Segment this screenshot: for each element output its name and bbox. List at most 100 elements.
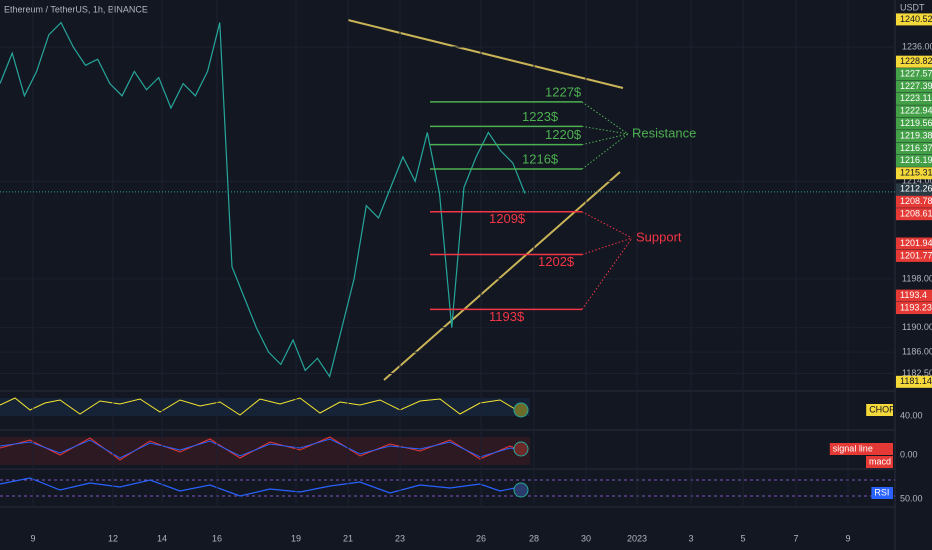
- price-tag: [896, 195, 932, 208]
- indicator-level: 0.00: [900, 449, 918, 459]
- x-tick-label: 28: [529, 533, 539, 543]
- chop-line: [0, 397, 521, 416]
- trendline-upper: [347, 19, 624, 89]
- x-tick-label: 19: [291, 533, 301, 543]
- price-tag-label: 1201.94: [900, 238, 932, 248]
- price-tag-label: 1208.78: [900, 196, 932, 206]
- price-tag: [896, 68, 932, 81]
- support-label: Support: [636, 229, 682, 244]
- price-tag: [896, 13, 932, 26]
- marker: [513, 482, 529, 498]
- indicator-tag: [866, 404, 893, 416]
- marker: [513, 441, 529, 457]
- level-label: 1209$: [489, 211, 526, 226]
- indicator-tag: [871, 487, 893, 499]
- x-tick-label: 9: [845, 533, 850, 543]
- price-tag: [896, 80, 932, 93]
- y-tick-label: 1186.00: [902, 347, 932, 357]
- resistance-label: Resistance: [632, 125, 696, 140]
- level-connector: [581, 211, 633, 239]
- y-tick-label: 1214.00: [902, 176, 932, 186]
- price-tag-label: 1240.52: [900, 14, 932, 24]
- price-tag-label: 1227.39: [900, 81, 932, 91]
- price-tag: [896, 375, 932, 388]
- price-tag-label: 1181.14: [900, 376, 932, 386]
- price-tag: [896, 208, 932, 221]
- price-tag: [896, 249, 932, 262]
- price-tag-label: 1223.11: [900, 93, 932, 103]
- level-connector: [581, 237, 633, 310]
- price-tag: [896, 55, 932, 68]
- level-label: 1223$: [522, 109, 559, 124]
- y-tick-label: 1190.00: [902, 322, 932, 332]
- price-tag: [896, 117, 932, 130]
- price-tag: [896, 154, 932, 167]
- price-tag-label: 1212.26: [900, 184, 932, 194]
- price-tag: [896, 302, 932, 315]
- indicator-level: 40.00: [900, 410, 923, 420]
- level-label: 1227$: [545, 84, 582, 99]
- x-tick-label: 30: [581, 533, 591, 543]
- price-tag-label: 1216.19: [900, 155, 932, 165]
- level-connector: [581, 133, 629, 146]
- price-tag: [896, 105, 932, 118]
- symbol-title: Ethereum / TetherUS, 1h, BINANCE: [4, 4, 148, 14]
- macd-line: [0, 438, 526, 459]
- level-connector: [581, 125, 629, 135]
- x-tick-label: 12: [108, 533, 118, 543]
- rsi-line: [0, 477, 526, 497]
- x-tick-label: 23: [395, 533, 405, 543]
- x-tick-label: 21: [343, 533, 353, 543]
- x-tick-label: 14: [157, 533, 167, 543]
- price-tag-label: 1215.31: [900, 168, 932, 178]
- indicator-name: macd: [869, 456, 891, 466]
- x-tick-label: 16: [212, 533, 222, 543]
- level-connector: [581, 133, 629, 170]
- level-label: 1193$: [489, 309, 525, 324]
- macd-hist: [0, 437, 530, 465]
- x-tick-label: 7: [793, 533, 798, 543]
- marker: [513, 402, 529, 418]
- price-line: [0, 21, 526, 379]
- price-tag-label: 1193.4: [900, 290, 927, 300]
- price-tag-label: 1201.77: [900, 250, 932, 260]
- level-label: 1220$: [545, 127, 582, 142]
- level-label: 1216$: [522, 151, 559, 166]
- indicator-name: CHOP: [869, 404, 895, 414]
- y-tick-label: 1236.00: [902, 41, 932, 51]
- indicator-name: signal line: [833, 443, 873, 453]
- y-tick-label: 1198.00: [902, 273, 932, 283]
- price-tag: [896, 92, 932, 105]
- price-tag-label: 1222.94: [900, 106, 932, 116]
- price-tag: [896, 289, 932, 302]
- y-tick-label: 1182.50: [902, 368, 932, 378]
- x-tick-label: 2023: [627, 533, 647, 543]
- price-tag-label: 1227.57: [900, 68, 932, 78]
- indicator-name: RSI: [874, 487, 889, 497]
- price-tag-label: 1216.37: [900, 143, 932, 153]
- price-tag: [896, 130, 932, 143]
- x-tick-label: 5: [740, 533, 745, 543]
- price-tag-label: 1228.82: [900, 56, 932, 66]
- price-tag-label: 1208.61: [900, 209, 932, 219]
- level-label: 1202$: [538, 254, 575, 269]
- x-tick-label: 26: [476, 533, 486, 543]
- macd-signal: [0, 436, 526, 461]
- chop-band: [0, 398, 530, 416]
- level-connector: [581, 101, 629, 135]
- price-tag: [896, 237, 932, 250]
- trendline-lower: [383, 171, 621, 381]
- price-tag-label: 1193.23: [900, 302, 932, 312]
- indicator-tag: [866, 456, 893, 468]
- price-tag-label: 1219.56: [900, 118, 932, 128]
- x-tick-label: 3: [688, 533, 693, 543]
- price-tag: [896, 167, 932, 180]
- currency: USDT: [900, 2, 925, 12]
- price-tag: [896, 142, 932, 155]
- price-tag-label: 1219.38: [900, 130, 932, 140]
- indicator-tag: [829, 443, 893, 455]
- x-tick-label: 9: [30, 533, 35, 543]
- indicator-level: 50.00: [900, 493, 923, 503]
